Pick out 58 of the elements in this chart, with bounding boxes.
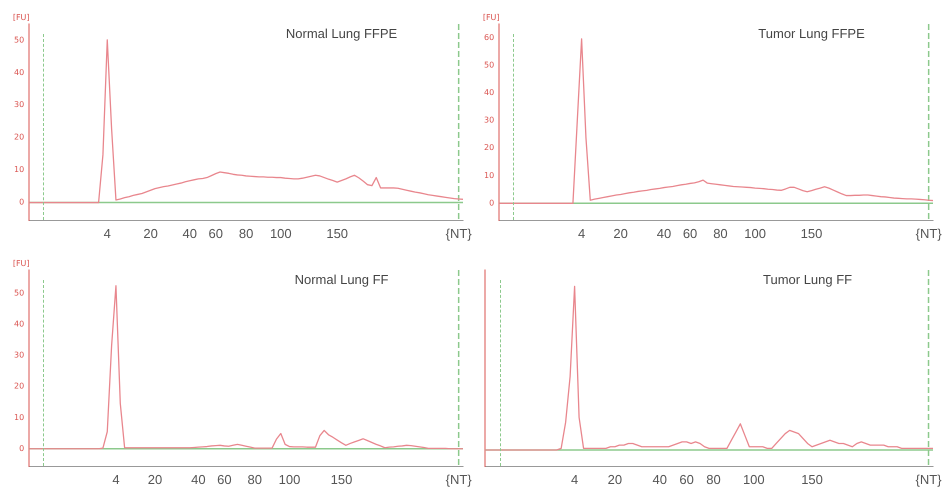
x-tick-label: 20 [148, 472, 162, 487]
y-tick-label: 50 [14, 288, 24, 298]
x-tick-label: 100 [744, 226, 766, 241]
y-tick-label: 10 [14, 412, 24, 422]
x-tick-label: 100 [270, 226, 292, 241]
y-tick-label: 10 [484, 170, 494, 180]
x-tick-label: 60 [208, 226, 223, 241]
y-tick-label: 60 [484, 32, 494, 42]
x-tick-label: {NT} [916, 226, 942, 241]
x-tick-label: 60 [682, 226, 698, 241]
x-tick-label: {NT} [446, 226, 472, 241]
x-tick-label: 80 [713, 226, 728, 241]
x-tick-label: 4 [112, 472, 120, 487]
x-tick-label: 20 [143, 226, 158, 241]
x-tick-label: 40 [182, 226, 197, 241]
y-tick-label: 0 [19, 198, 24, 207]
x-tick-label: 40 [656, 226, 672, 241]
y-tick-label: 30 [14, 100, 24, 110]
x-tick-label: 4 [104, 226, 111, 241]
y-tick-label: 50 [14, 35, 24, 44]
y-axis-title: [FU] [482, 13, 500, 22]
x-tick-label: 80 [706, 472, 721, 487]
x-tick-label: 100 [278, 472, 300, 487]
y-tick-label: 10 [14, 165, 24, 174]
x-tick-label: 20 [613, 226, 628, 241]
x-tick-label: 80 [238, 226, 254, 241]
x-tick-label: 4 [570, 472, 578, 487]
y-axis-title: [FU] [12, 259, 30, 268]
x-tick-label: 150 [330, 472, 352, 487]
chart-title: Tumor Lung FFPE [758, 26, 866, 41]
y-tick-label: 40 [14, 320, 24, 329]
x-tick-label: {NT} [446, 472, 472, 487]
x-tick-label: 4 [578, 226, 586, 241]
y-tick-label: 0 [489, 198, 494, 208]
y-tick-label: 0 [19, 444, 24, 453]
x-tick-label: 100 [742, 472, 765, 487]
chart-title: Normal Lung FF [294, 272, 389, 287]
x-tick-label: 40 [652, 472, 667, 487]
chart-title: Normal Lung FFPE [286, 26, 398, 41]
y-tick-label: 30 [484, 116, 494, 125]
x-tick-label: 40 [191, 472, 206, 487]
y-tick-label: 30 [14, 350, 24, 360]
x-tick-label: 80 [248, 472, 262, 487]
y-tick-label: 40 [14, 68, 24, 77]
y-tick-label: 20 [14, 132, 24, 142]
x-tick-label: 150 [800, 226, 822, 241]
y-tick-label: 50 [484, 60, 494, 70]
x-tick-label: {NT} [916, 472, 942, 487]
y-tick-label: 20 [484, 143, 494, 152]
x-tick-label: 150 [326, 226, 348, 241]
chart-title: Tumor Lung FF [763, 272, 852, 287]
y-tick-label: 40 [484, 88, 494, 98]
x-tick-label: 20 [608, 472, 622, 487]
y-tick-label: 20 [14, 382, 24, 391]
x-tick-label: 60 [679, 472, 694, 487]
x-tick-label: 60 [217, 472, 232, 487]
y-axis-title: [FU] [12, 13, 30, 22]
x-tick-label: 150 [801, 472, 823, 487]
